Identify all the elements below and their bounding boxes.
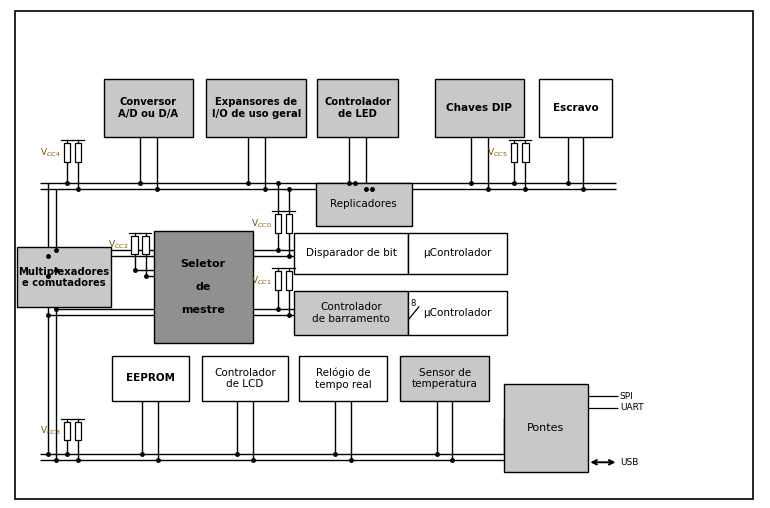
Bar: [17, 247, 111, 307]
Text: Seletor

de

mestre: Seletor de mestre: [181, 259, 226, 315]
Bar: [274, 271, 281, 290]
Bar: [539, 79, 612, 137]
Text: Controlador
de LED: Controlador de LED: [324, 97, 391, 119]
Text: V$_{CC5}$: V$_{CC5}$: [487, 146, 508, 158]
Bar: [504, 384, 588, 472]
Text: Chaves DIP: Chaves DIP: [447, 103, 512, 113]
Text: EEPROM: EEPROM: [126, 373, 175, 384]
Text: Disparador de bit: Disparador de bit: [306, 248, 397, 259]
Text: Pontes: Pontes: [527, 423, 564, 433]
Bar: [316, 183, 412, 226]
Bar: [104, 79, 192, 137]
Bar: [154, 231, 253, 343]
Text: Relógio de
tempo real: Relógio de tempo real: [315, 367, 371, 390]
Bar: [131, 236, 138, 254]
Bar: [294, 233, 408, 274]
Bar: [63, 143, 70, 162]
Bar: [294, 291, 408, 335]
Bar: [206, 79, 306, 137]
Bar: [511, 143, 517, 162]
Text: UART: UART: [620, 403, 644, 412]
Bar: [286, 214, 293, 233]
Bar: [142, 236, 149, 254]
Bar: [400, 356, 489, 401]
Bar: [408, 233, 507, 274]
Text: 8: 8: [410, 299, 415, 308]
Bar: [408, 291, 507, 335]
Text: μControlador: μControlador: [424, 308, 491, 318]
Bar: [112, 356, 189, 401]
Bar: [75, 422, 82, 440]
Text: Conversor
A/D ou D/A: Conversor A/D ou D/A: [118, 97, 179, 119]
Text: V$_{CC3}$: V$_{CC3}$: [40, 425, 60, 437]
Text: Replicadores: Replicadores: [330, 200, 397, 209]
Text: Escravo: Escravo: [553, 103, 598, 113]
Bar: [274, 214, 281, 233]
Text: SPI: SPI: [620, 392, 634, 401]
Bar: [435, 79, 524, 137]
Text: Controlador
de barramento: Controlador de barramento: [312, 302, 390, 324]
Text: μControlador: μControlador: [424, 248, 491, 259]
Bar: [286, 271, 293, 290]
Text: V$_{CC4}$: V$_{CC4}$: [40, 146, 60, 158]
Text: Expansores de
I/O de uso geral: Expansores de I/O de uso geral: [212, 97, 301, 119]
Bar: [317, 79, 398, 137]
Text: Sensor de
temperatura: Sensor de temperatura: [412, 368, 477, 389]
Bar: [299, 356, 387, 401]
Text: USB: USB: [620, 458, 638, 467]
Text: Multiplexadores
e comutadores: Multiplexadores e comutadores: [18, 267, 109, 288]
Bar: [75, 143, 82, 162]
Bar: [202, 356, 288, 401]
Text: V$_{CC1}$: V$_{CC1}$: [251, 274, 272, 287]
Text: V$_{CC0}$: V$_{CC0}$: [251, 217, 272, 230]
Text: V$_{CC2}$: V$_{CC2}$: [108, 239, 128, 251]
Text: Controlador
de LCD: Controlador de LCD: [214, 368, 276, 389]
Bar: [63, 422, 70, 440]
Bar: [522, 143, 528, 162]
